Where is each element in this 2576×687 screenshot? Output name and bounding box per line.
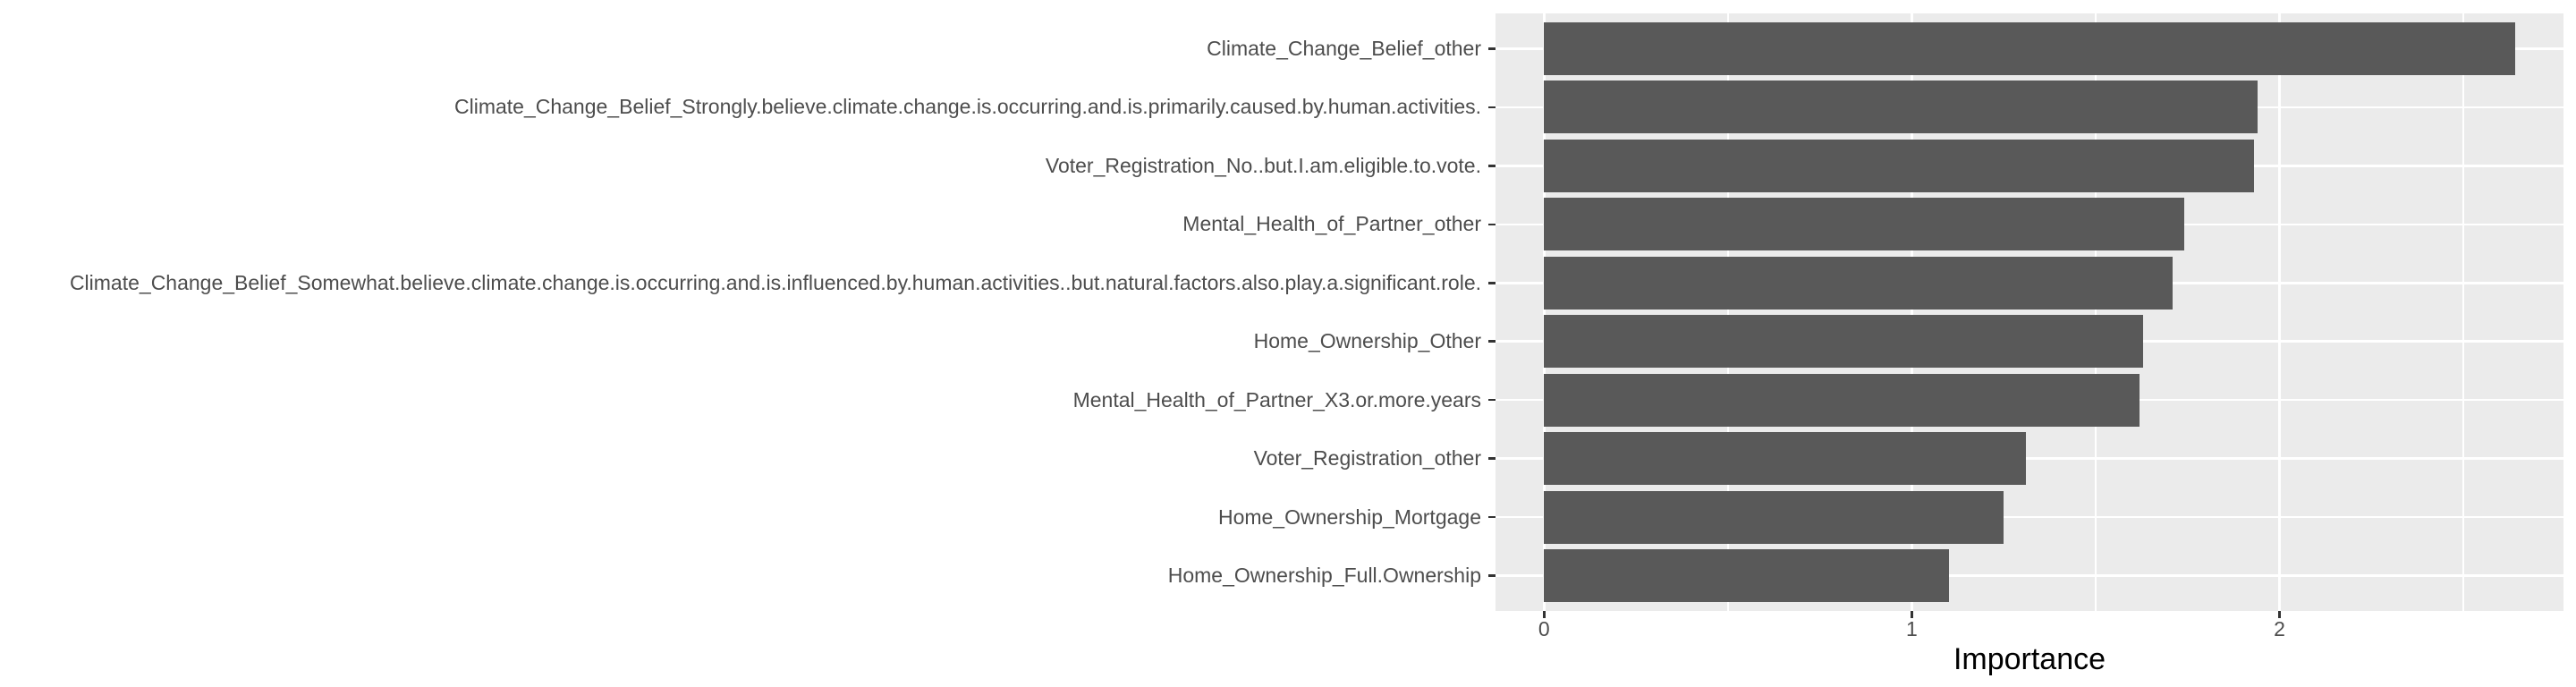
x-major-gridline bbox=[2278, 13, 2281, 611]
y-category-label: Home_Ownership_Full.Ownership bbox=[1167, 564, 1481, 588]
plot-panel bbox=[1496, 13, 2563, 611]
x-tick-label: 0 bbox=[1538, 617, 1550, 640]
y-category-label: Home_Ownership_Mortgage bbox=[1217, 505, 1481, 529]
y-category-label: Mental_Health_of_Partner_other bbox=[1182, 212, 1481, 236]
x-major-gridline bbox=[1911, 13, 1913, 611]
x-minor-gridline bbox=[1727, 13, 1729, 611]
x-minor-gridline bbox=[2462, 13, 2464, 611]
x-tick-mark bbox=[2278, 611, 2281, 618]
importance-bar bbox=[1544, 139, 2254, 192]
importance-bar bbox=[1544, 490, 2004, 544]
y-category-label: Climate_Change_Belief_Somewhat.believe.c… bbox=[69, 270, 1481, 294]
importance-bar bbox=[1544, 21, 2515, 75]
y-major-gridline bbox=[1496, 457, 2563, 460]
x-minor-gridline bbox=[2095, 13, 2097, 611]
y-major-gridline bbox=[1496, 515, 2563, 519]
y-category-label: Voter_Registration_No..but.I.am.eligible… bbox=[1045, 153, 1481, 177]
y-tick-mark bbox=[1488, 457, 1496, 460]
y-tick-mark bbox=[1488, 223, 1496, 225]
x-axis-title: Importance bbox=[1953, 642, 2106, 676]
x-tick-label: 1 bbox=[1906, 617, 1918, 640]
y-tick-mark bbox=[1488, 282, 1496, 284]
y-category-label: Climate_Change_Belief_other bbox=[1207, 36, 1481, 60]
y-tick-mark bbox=[1488, 106, 1496, 109]
y-category-label: Mental_Health_of_Partner_X3.or.more.year… bbox=[1072, 387, 1481, 411]
x-major-gridline bbox=[1543, 13, 1546, 611]
importance-bar bbox=[1544, 256, 2174, 310]
importance-bar bbox=[1544, 198, 2184, 251]
y-tick-mark bbox=[1488, 515, 1496, 519]
importance-bar bbox=[1544, 81, 2258, 134]
y-tick-mark bbox=[1488, 165, 1496, 167]
importance-bar bbox=[1544, 549, 1949, 603]
y-tick-mark bbox=[1488, 47, 1496, 50]
x-tick-mark bbox=[1543, 611, 1546, 618]
importance-bar bbox=[1544, 315, 2144, 369]
y-major-gridline bbox=[1496, 574, 2563, 577]
y-category-label: Home_Ownership_Other bbox=[1253, 329, 1481, 353]
y-category-label: Climate_Change_Belief_Strongly.believe.c… bbox=[453, 95, 1481, 119]
x-tick-label: 2 bbox=[2274, 617, 2285, 640]
y-category-label: Voter_Registration_other bbox=[1253, 446, 1481, 471]
importance-bar bbox=[1544, 373, 2140, 427]
importance-bar bbox=[1544, 432, 2026, 486]
y-tick-mark bbox=[1488, 574, 1496, 577]
y-tick-mark bbox=[1488, 398, 1496, 402]
y-tick-mark bbox=[1488, 340, 1496, 343]
x-tick-mark bbox=[1911, 611, 1913, 618]
y-axis-labels: Climate_Change_Belief_other Climate_Chang… bbox=[69, 36, 1481, 588]
